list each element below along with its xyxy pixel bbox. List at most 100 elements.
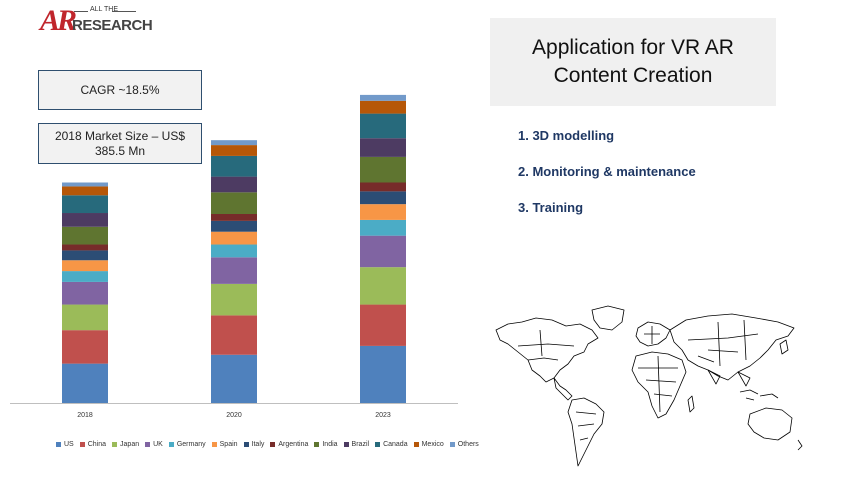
- title-line-1: Application for VR AR: [532, 36, 734, 59]
- legend-item-argentina: Argentina: [270, 441, 308, 448]
- x-tick-label: 2018: [77, 412, 93, 419]
- legend-label: Brazil: [351, 441, 370, 448]
- legend-swatch: [413, 442, 419, 447]
- bar-segment-germany-2018: [62, 271, 108, 282]
- bar-segment-italy-2023: [360, 191, 406, 205]
- world-map-icon: [495, 305, 803, 467]
- bar-segment-india-2020: [211, 192, 257, 214]
- legend-swatch: [112, 442, 118, 447]
- list-item: 2. Monitoring & maintenance: [518, 164, 696, 179]
- legend-item-uk: UK: [145, 441, 163, 448]
- cagr-text: CAGR ~18.5%: [80, 82, 160, 97]
- legend-swatch: [314, 442, 320, 447]
- legend-item-canada: Canada: [375, 441, 408, 448]
- bar-segment-others-2023: [360, 94, 406, 101]
- bar-segment-japan-2018: [62, 304, 108, 331]
- bar-segment-china-2018: [62, 330, 108, 364]
- bar-segment-italy-2018: [62, 250, 108, 261]
- application-list: 1. 3D modelling 2. Monitoring & maintena…: [518, 128, 696, 236]
- logo-mark: AR: [40, 4, 77, 37]
- legend-label: China: [87, 441, 107, 448]
- logo-name: RESEARCH: [72, 17, 153, 34]
- bar-segment-us-2018: [62, 363, 108, 403]
- legend-item-others: Others: [449, 441, 479, 448]
- logo-tagline: ALL THE: [90, 6, 119, 13]
- bar-segment-us-2023: [360, 345, 406, 403]
- legend-label: Canada: [383, 441, 408, 448]
- bar-segment-brazil-2018: [62, 213, 108, 227]
- bar-segment-india-2023: [360, 156, 406, 183]
- bar-segment-argentina-2023: [360, 182, 406, 192]
- legend-swatch: [168, 442, 174, 447]
- bar-segment-argentina-2020: [211, 214, 257, 221]
- legend-swatch: [243, 442, 249, 447]
- cagr-box: CAGR ~18.5%: [38, 70, 202, 110]
- bar-segment-mexico-2023: [360, 100, 406, 114]
- legend-item-china: China: [79, 441, 107, 448]
- bar-segment-canada-2020: [211, 155, 257, 177]
- bar-segment-japan-2023: [360, 267, 406, 305]
- bar-segment-germany-2020: [211, 244, 257, 258]
- legend-swatch: [79, 442, 85, 447]
- legend-item-italy: Italy: [243, 441, 265, 448]
- x-tick-label: 2020: [226, 412, 242, 419]
- legend-label: Germany: [176, 441, 206, 448]
- bar-segment-others-2018: [62, 182, 108, 187]
- bar-segment-uk-2018: [62, 281, 108, 305]
- legend-item-spain: Spain: [211, 441, 238, 448]
- legend-item-india: India: [314, 441, 338, 448]
- legend-swatch: [56, 442, 61, 447]
- bar-segment-others-2020: [211, 140, 257, 146]
- bar-segment-spain-2023: [360, 204, 406, 220]
- logo-rule: [112, 11, 136, 12]
- legend-label: US: [64, 441, 74, 448]
- legend-label: Argentina: [278, 441, 309, 448]
- legend-item-us: US: [56, 441, 74, 448]
- bar-segment-italy-2020: [211, 220, 257, 232]
- bar-segment-brazil-2023: [360, 138, 406, 157]
- legend-swatch: [375, 442, 381, 447]
- bar-segment-mexico-2020: [211, 145, 257, 156]
- bar-segment-spain-2020: [211, 231, 257, 245]
- legend-swatch: [449, 442, 455, 447]
- legend-label: Japan: [120, 441, 140, 448]
- logo-rule: [74, 11, 88, 12]
- legend-item-germany: Germany: [168, 441, 206, 448]
- bar-segment-china-2020: [211, 315, 257, 355]
- list-item: 3. Training: [518, 200, 584, 215]
- stacked-bar-chart: 2018 2020 2023: [10, 94, 458, 419]
- bar-segment-china-2023: [360, 304, 406, 346]
- legend-label: India: [322, 441, 338, 448]
- legend-swatch: [343, 442, 349, 447]
- list-item: 1. 3D modelling: [518, 128, 615, 143]
- legend-swatch: [270, 442, 276, 447]
- bar-segment-spain-2018: [62, 260, 108, 272]
- bar-segment-mexico-2018: [62, 186, 108, 196]
- bar-segment-japan-2020: [211, 283, 257, 316]
- bar-segment-brazil-2020: [211, 176, 257, 193]
- title-line-2: Content Creation: [553, 64, 713, 87]
- bar-segment-uk-2023: [360, 235, 406, 268]
- bar-segment-india-2018: [62, 226, 108, 245]
- chart-legend: US China Japan UK Germany Spain Italy Argentina…: [56, 441, 485, 448]
- legend-item-brazil: Brazil: [343, 441, 370, 448]
- legend-label: UK: [153, 441, 163, 448]
- legend-item-japan: Japan: [112, 441, 139, 448]
- market-size-value: 385.5 Mn: [94, 143, 146, 158]
- bar-segment-us-2020: [211, 354, 257, 403]
- company-logo: AR ALL THE RESEARCH: [40, 4, 153, 40]
- legend-swatch: [145, 442, 151, 447]
- market-size-box: 2018 Market Size – US$ 385.5 Mn: [38, 123, 202, 164]
- market-size-label: 2018 Market Size – US$: [54, 128, 186, 143]
- bar-segment-germany-2023: [360, 219, 406, 236]
- page-title: Application for VR AR Content Creation: [490, 18, 776, 106]
- legend-swatch: [211, 442, 217, 447]
- legend-item-mexico: Mexico: [413, 441, 444, 448]
- legend-label: Italy: [251, 441, 265, 448]
- bar-segment-canada-2023: [360, 113, 406, 139]
- legend-label: Mexico: [421, 441, 444, 448]
- bar-segment-argentina-2018: [62, 244, 108, 251]
- legend-label: Others: [457, 441, 479, 448]
- legend-label: Spain: [219, 441, 238, 448]
- bar-segment-uk-2020: [211, 257, 257, 284]
